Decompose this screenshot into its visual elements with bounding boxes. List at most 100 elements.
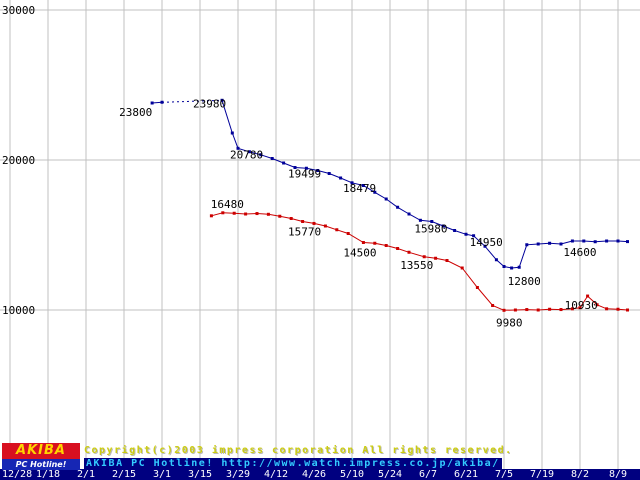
data-point-marker (244, 212, 248, 216)
upper-price-series-blue (221, 100, 628, 269)
x-axis-label: 5/10 (339, 469, 365, 480)
x-axis-label: 3/29 (225, 469, 251, 480)
data-point-marker (422, 255, 426, 259)
x-axis-label: 5/24 (377, 469, 403, 480)
data-point-marker (266, 212, 270, 216)
data-point-marker (525, 308, 529, 312)
x-axis-label: 6/7 (418, 469, 438, 480)
data-point-marker (346, 232, 350, 235)
data-point-marker (491, 304, 495, 307)
data-point-marker (282, 161, 286, 165)
price-trend-chart: 30000 20000 10000 23800 23980 20780 19499 18479… (0, 0, 640, 469)
x-axis-label: 7/5 (494, 469, 514, 480)
data-label: 20780 (230, 148, 263, 161)
upper-price-series-blue (161, 99, 223, 103)
data-point-marker (510, 266, 514, 270)
data-point-marker (570, 239, 574, 243)
logo-pchotline-text: PC Hotline! (2, 459, 80, 470)
data-label: 13550 (400, 259, 433, 272)
data-point-marker (209, 214, 213, 218)
data-point-marker (460, 266, 464, 270)
data-point-marker (407, 250, 411, 254)
x-axis-label: 6/21 (453, 469, 479, 480)
data-point-marker (472, 234, 476, 238)
data-point-marker (453, 229, 457, 232)
data-label: 23980 (193, 97, 226, 110)
data-point-marker (626, 240, 629, 244)
data-point-marker (502, 265, 506, 268)
data-label: 23800 (119, 106, 152, 119)
data-point-marker (289, 217, 293, 220)
data-point-marker (525, 243, 529, 247)
data-point-marker (384, 197, 388, 201)
data-point-marker (323, 224, 327, 228)
data-point-marker (616, 307, 620, 311)
data-point-marker (582, 239, 586, 243)
data-point-marker (570, 307, 574, 311)
data-point-marker (255, 212, 259, 216)
x-axis-label: 4/26 (301, 469, 327, 480)
data-point-marker (578, 306, 582, 310)
data-point-marker (418, 218, 422, 222)
x-axis-label: 12/28 (2, 469, 33, 480)
data-point-marker (236, 146, 240, 150)
x-axis-label: 2/1 (76, 469, 96, 480)
data-point-marker (350, 181, 354, 185)
data-point-marker (278, 214, 282, 218)
data-point-marker (536, 242, 540, 246)
x-axis-label: 8/9 (608, 469, 628, 480)
data-point-marker (593, 240, 597, 244)
data-point-marker (150, 101, 154, 105)
x-axis-label: 4/12 (263, 469, 289, 480)
x-axis-label: 3/15 (187, 469, 213, 480)
data-point-marker (513, 308, 517, 312)
data-point-marker (220, 98, 224, 102)
data-point-marker (441, 224, 445, 228)
data-point-marker (335, 228, 339, 232)
data-point-marker (312, 221, 316, 225)
logo-akiba-text: AKIBA (2, 443, 80, 459)
data-label: 16480 (211, 198, 244, 211)
data-point-marker (494, 258, 498, 262)
data-point-marker (483, 244, 487, 248)
data-point-marker (259, 153, 263, 157)
data-label: 9980 (496, 316, 523, 329)
x-axis-label: 2/15 (111, 469, 137, 480)
data-point-marker (595, 303, 599, 307)
data-point-marker (548, 307, 552, 311)
data-point-marker (434, 256, 438, 260)
data-point-marker (616, 239, 620, 243)
data-point-marker (407, 212, 411, 216)
data-label: 15980 (414, 222, 447, 235)
data-label: 14950 (470, 236, 503, 249)
data-point-marker (445, 259, 449, 262)
x-axis-strip: 12/28 1/18 2/1 2/15 3/1 3/15 3/29 4/12 4/26 5/10 5… (0, 469, 640, 480)
site-url-text: AKIBA PC Hotline! http://www.watch.impre… (84, 458, 502, 469)
data-point-marker (316, 169, 320, 172)
copyright-text: Copyright(c)2003 impress corporation All… (84, 445, 513, 456)
data-label: 18479 (343, 182, 376, 195)
data-point-marker (339, 176, 343, 180)
y-axis-label: 10000 (2, 304, 35, 317)
data-point-marker (502, 308, 506, 312)
data-point-marker (270, 157, 274, 160)
x-axis-label: 3/1 (152, 469, 172, 480)
data-point-marker (559, 308, 563, 312)
data-point-marker (396, 205, 400, 209)
data-point-marker (517, 265, 521, 269)
data-label: 15770 (288, 225, 321, 238)
data-label: 12800 (508, 275, 541, 288)
x-axis-label: 7/19 (529, 469, 555, 480)
data-point-marker (605, 239, 609, 243)
upper-price-series-blue (152, 101, 163, 104)
data-point-marker (605, 307, 609, 311)
data-point-marker (230, 131, 234, 135)
data-point-marker (396, 247, 400, 250)
data-point-marker (548, 241, 552, 245)
data-point-marker (232, 211, 236, 215)
data-label: 19499 (288, 168, 321, 181)
data-label: 10930 (565, 299, 598, 312)
data-label: 14600 (563, 246, 596, 259)
data-point-marker (221, 211, 225, 215)
